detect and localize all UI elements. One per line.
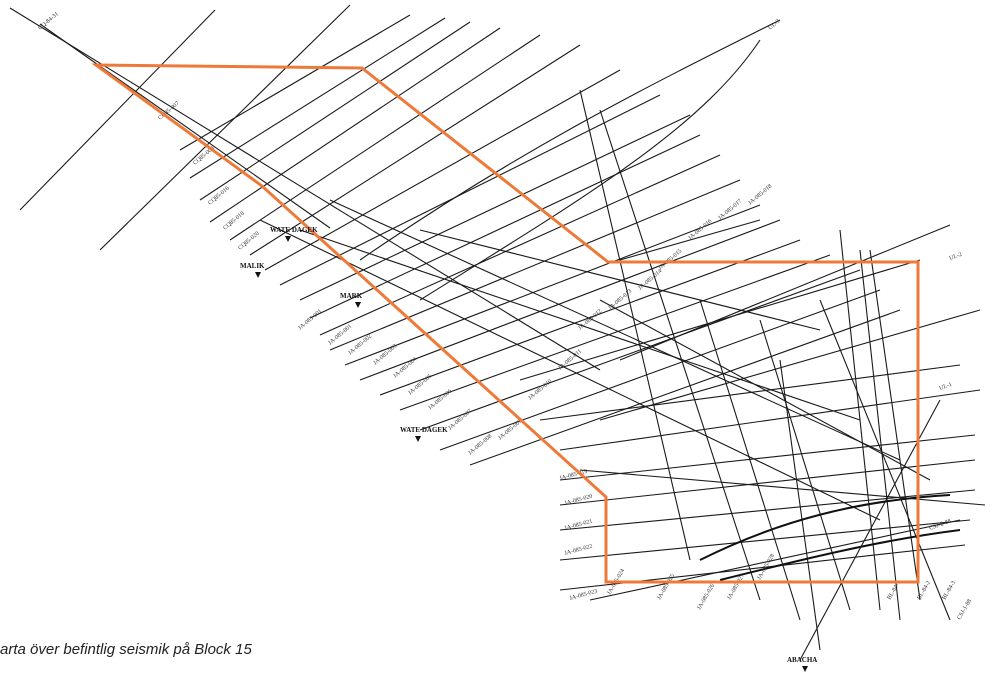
strike-line <box>559 459 976 506</box>
seismic-line <box>259 219 881 521</box>
strike-line <box>559 434 976 481</box>
line-label: JA-085-005 <box>407 374 433 397</box>
strike-line <box>589 519 961 601</box>
seismic-line <box>39 23 331 229</box>
seismic-line <box>699 299 801 621</box>
strike-line <box>264 69 621 271</box>
strike-line <box>519 259 921 381</box>
line-label: JA-085-023 <box>569 589 598 602</box>
line-label: JA-085-006 <box>427 389 453 412</box>
strike-line <box>399 254 831 411</box>
line-labels: CQ-84-31CQ85-007CQ85-008CQ85-016CQ85-018… <box>37 11 973 621</box>
line-label: JA-085-004 <box>392 357 418 380</box>
line-label: CQ85-016 <box>207 186 230 207</box>
line-label: CQ-84-31 <box>37 11 60 31</box>
line-label: BL-84-3 <box>942 580 958 601</box>
line-label: CSJ-2-88 <box>929 518 952 531</box>
place-label: MALIK <box>240 262 265 270</box>
seismic-line <box>19 9 216 211</box>
strike-line <box>329 179 741 351</box>
line-label: JA-085-018 <box>747 184 773 207</box>
place-label: WATE DAGEK <box>400 426 448 434</box>
place-marker-icon <box>285 236 291 242</box>
strike-line <box>559 519 971 561</box>
line-label: CSJ-1-88 <box>957 598 974 621</box>
place-marker-icon <box>802 666 808 672</box>
curved-line <box>419 39 761 301</box>
place-marker-icon <box>255 272 261 278</box>
strike-line <box>379 239 801 396</box>
strike-line <box>579 469 986 506</box>
strike-line <box>199 21 471 201</box>
strike-line <box>179 14 411 151</box>
line-label: JA-085-025 <box>657 573 677 601</box>
strike-line <box>359 219 781 381</box>
seismic-line <box>859 249 901 621</box>
curved-line <box>359 19 781 261</box>
strike-line <box>439 289 881 451</box>
strike-line <box>209 27 501 223</box>
line-label: JA-083-001 <box>297 309 323 332</box>
strike-line <box>189 17 446 179</box>
strike-line <box>249 44 581 256</box>
strike-line <box>229 34 541 241</box>
line-label: JA-085-022 <box>564 544 593 557</box>
seismic-line <box>779 359 821 651</box>
place-marker-icon <box>355 302 361 308</box>
seismic-line <box>869 249 921 601</box>
line-label: JA-085-021 <box>564 519 593 532</box>
seismic-line <box>329 199 901 461</box>
line-label: JA-085-020 <box>564 494 593 507</box>
strike-line <box>279 94 661 286</box>
line-label: CQ85-018 <box>222 211 245 232</box>
strike-line <box>419 269 861 431</box>
line-label: JA-085-001 <box>327 324 353 347</box>
line-label: JA-085-016 <box>687 219 713 242</box>
line-label: JA-085-017 <box>717 199 743 222</box>
strike-line <box>539 364 961 421</box>
line-label: JA-085-026 <box>697 583 717 611</box>
line-label: JA-085-008 <box>467 434 493 457</box>
strike-line <box>559 389 981 451</box>
strike-line <box>559 489 976 531</box>
bold-line <box>699 494 951 561</box>
strike-line <box>299 114 691 301</box>
seismic-line <box>619 219 761 261</box>
seismic-line <box>419 229 821 331</box>
bold-line <box>719 529 961 581</box>
seismic-line <box>299 229 861 421</box>
place-markers: MALIK MARK WATE DAGEK WATE DAGEK ABACHA <box>240 226 817 672</box>
line-label: JA-085-009 <box>497 419 523 442</box>
line-label: CQ85-020 <box>237 231 260 252</box>
place-label: WATE DAGEK <box>270 226 318 234</box>
place-label: MARK <box>340 292 363 300</box>
map-caption: arta över befintlig seismik på Block 15 <box>0 641 252 658</box>
line-label: UL-2 <box>949 252 963 262</box>
seismic-lines <box>9 4 986 661</box>
strike-line <box>344 204 761 366</box>
line-label: JA-085-007 <box>447 409 473 432</box>
seismic-line <box>759 319 851 611</box>
line-label: JA-085-015 <box>657 249 683 272</box>
line-label: JA-085-003 <box>372 344 398 367</box>
seismic-line <box>99 4 351 251</box>
place-label: ABACHA <box>787 656 817 664</box>
place-marker-icon <box>415 436 421 442</box>
strike-line <box>619 224 951 361</box>
line-label: UL-1 <box>939 382 953 392</box>
strike-line <box>319 154 721 336</box>
seismic-line <box>579 89 691 561</box>
seismic-line <box>599 109 761 601</box>
block-15-outline <box>91 63 920 584</box>
seismic-line <box>819 299 951 621</box>
seismic-line <box>9 7 601 371</box>
seismic-line <box>839 229 881 611</box>
